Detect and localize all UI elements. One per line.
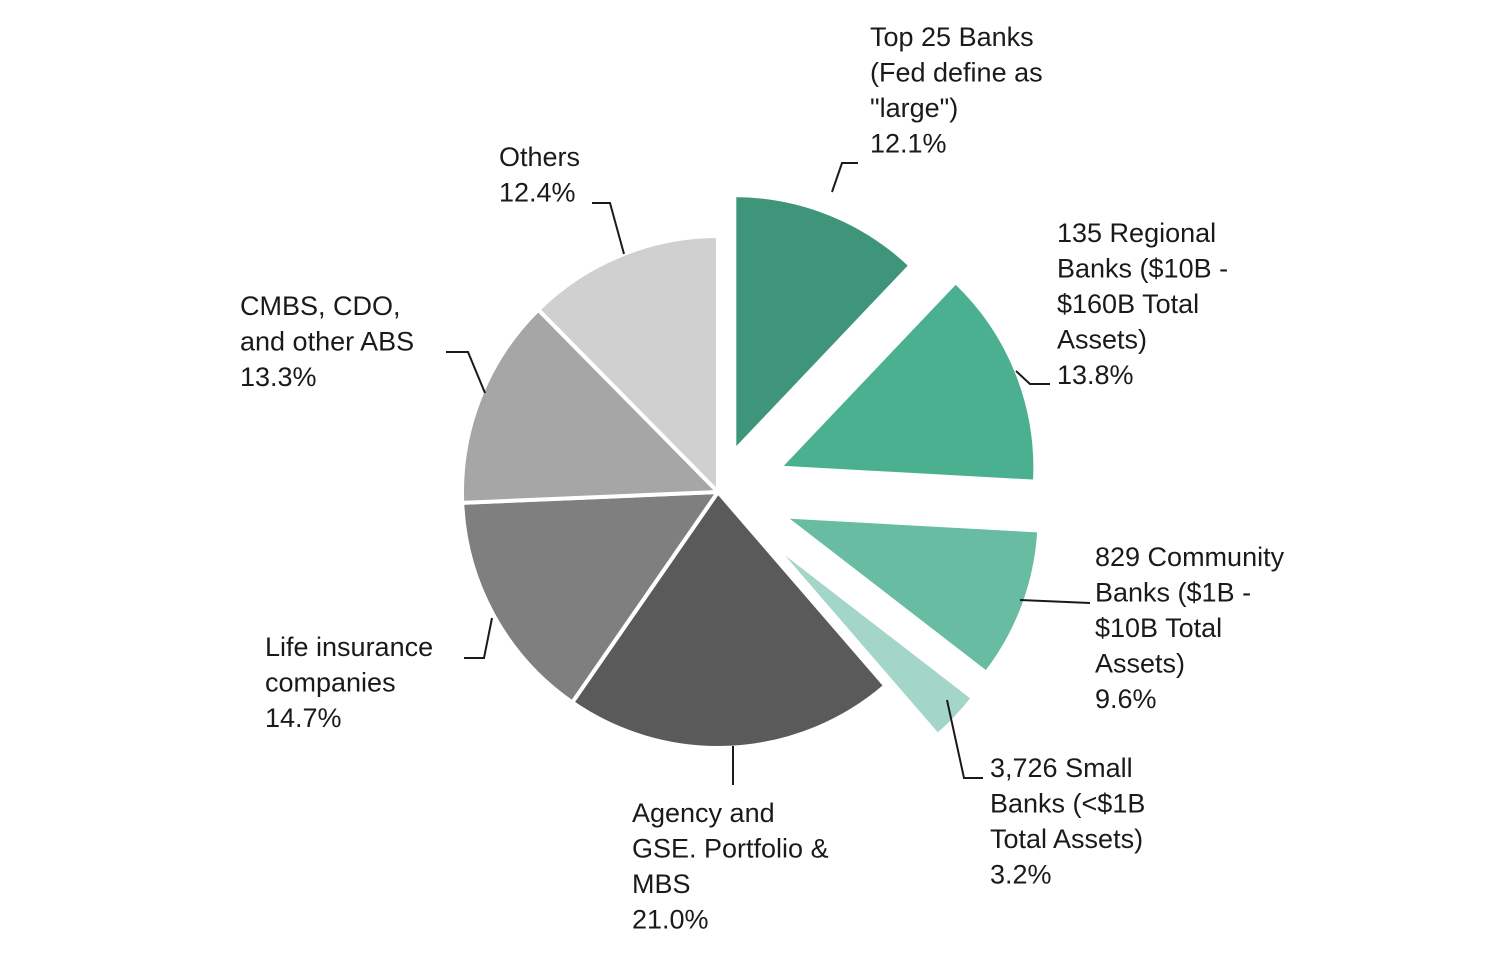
slice-label-3: 829 Community Banks ($1B - $10B Total Asset… <box>1095 542 1285 714</box>
slice-value-label: 3.2% <box>990 860 1052 890</box>
slice-label-5: Agency and GSE. Portfolio & MBS 21.0% <box>632 798 829 935</box>
slice-name-line: GSE. Portfolio & <box>632 834 829 864</box>
slice-value-label: 13.8% <box>1057 360 1134 390</box>
slice-labels: Top 25 Banks (Fed define as "large") 12.1% 1… <box>240 22 1285 935</box>
slice-name-line: 3,726 Small <box>990 753 1133 783</box>
leader-line-7 <box>446 351 486 394</box>
slice-name-line: Life insurance <box>265 632 433 662</box>
pie-slices <box>460 193 1042 750</box>
slice-value-label: 21.0% <box>632 905 709 935</box>
slice-value-label: 12.1% <box>870 129 947 159</box>
slice-name-line: $10B Total <box>1095 613 1222 643</box>
leader-line-4 <box>946 699 983 779</box>
slice-name-line: Total Assets) <box>990 824 1143 854</box>
slice-name-line: Banks ($1B - <box>1095 578 1251 608</box>
leader-line-6 <box>464 617 493 659</box>
slice-name-line: (Fed define as <box>870 58 1043 88</box>
slice-name-line: $160B Total <box>1057 289 1199 319</box>
leader-line-1 <box>831 162 858 193</box>
pie-slice-5 <box>569 488 889 750</box>
pie-slice-7 <box>460 306 723 505</box>
pie-slice-4 <box>768 539 976 739</box>
slice-name-line: companies <box>265 668 396 698</box>
leader-line-3 <box>1019 599 1091 604</box>
slice-name-line: 829 Community <box>1095 542 1285 572</box>
slice-name-line: Agency and <box>632 798 775 828</box>
slice-name-line: Assets) <box>1095 649 1185 679</box>
slice-name-line: 135 Regional <box>1057 218 1216 248</box>
slice-label-6: Life insurance companies 14.7% <box>265 632 433 733</box>
slice-name-line: Banks (<$1B <box>990 789 1145 819</box>
slice-name-line: Banks ($10B - <box>1057 254 1228 284</box>
pie-slice-1 <box>732 193 914 457</box>
slice-name-line: Top 25 Banks <box>870 22 1034 52</box>
slice-label-8: Others 12.4% <box>499 142 580 208</box>
slice-name-line: Assets) <box>1057 325 1147 355</box>
leader-line-8 <box>592 202 625 255</box>
slice-label-7: CMBS, CDO, and other ABS 13.3% <box>240 291 414 392</box>
slice-value-label: 9.6% <box>1095 684 1157 714</box>
slice-name-line: CMBS, CDO, <box>240 291 401 321</box>
slice-name-line: and other ABS <box>240 327 414 357</box>
slice-name-line: MBS <box>632 869 691 899</box>
pie-slice-3 <box>777 514 1042 676</box>
slice-label-1: Top 25 Banks (Fed define as "large") 12.1% <box>870 22 1043 159</box>
pie-slice-6 <box>460 489 722 706</box>
leader-line-2 <box>1015 370 1050 385</box>
slice-name-line: Others <box>499 142 580 172</box>
slice-value-label: 14.7% <box>265 703 342 733</box>
slice-value-label: 12.4% <box>499 178 576 208</box>
leader-lines <box>446 162 1091 785</box>
slice-name-line: "large") <box>870 93 958 123</box>
pie-slice-8 <box>535 233 720 497</box>
slice-label-4: 3,726 Small Banks (<$1B Total Assets) 3.2% <box>990 753 1145 890</box>
slice-label-2: 135 Regional Banks ($10B - $160B Total Asse… <box>1057 218 1228 390</box>
slice-value-label: 13.3% <box>240 362 317 392</box>
